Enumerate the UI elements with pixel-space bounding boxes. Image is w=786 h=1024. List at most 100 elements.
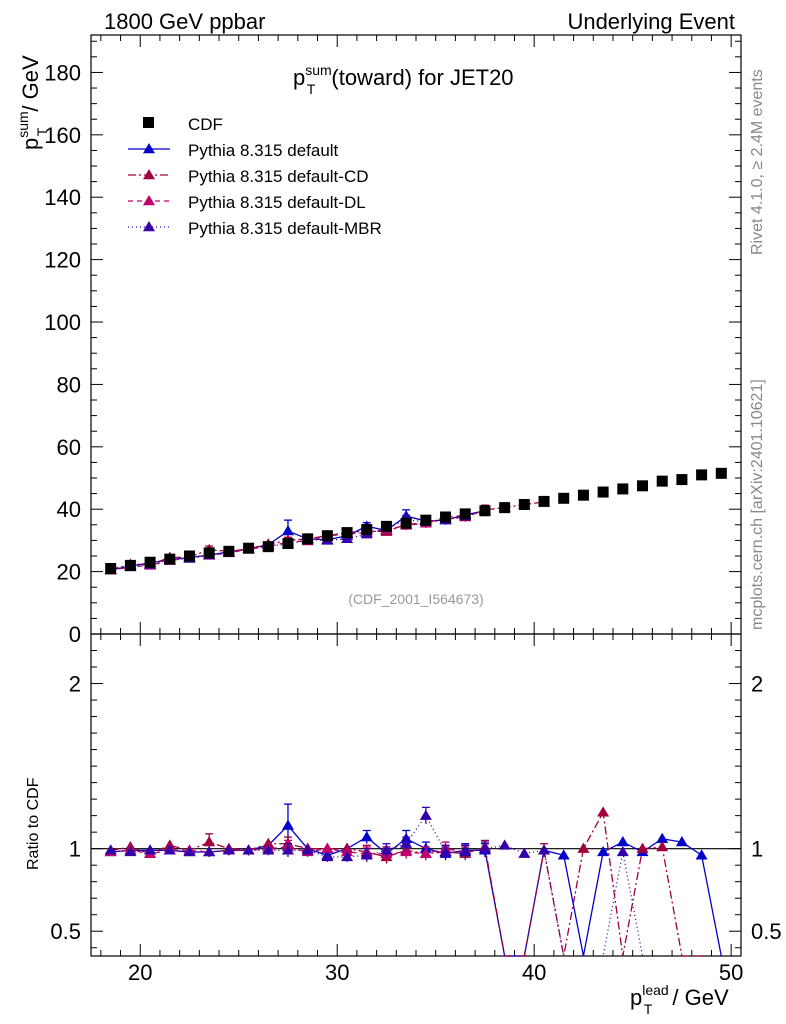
ratio-panel-frame <box>90 633 742 957</box>
legend-marker <box>143 169 155 180</box>
data-point <box>223 545 235 557</box>
data-point <box>282 538 294 550</box>
ratio-tick-label-right: 0.5 <box>751 919 782 944</box>
ratio-point <box>616 836 629 847</box>
ratio-point <box>400 837 413 848</box>
ratio-point <box>636 842 649 853</box>
data-point <box>558 492 570 504</box>
analysis-watermark: (CDF_2001_I564673) <box>348 591 483 607</box>
y-tick-label: 140 <box>44 185 81 210</box>
ratio-point <box>577 842 590 853</box>
ratio-tick-label: 0.5 <box>50 919 81 944</box>
header-left: 1800 GeV ppbar <box>104 9 265 34</box>
ratio-point <box>400 845 413 857</box>
ratio-point <box>538 844 551 855</box>
ratio-point <box>281 819 294 830</box>
series-line <box>110 501 545 571</box>
legend-label: Pythia 8.315 default-CD <box>188 167 369 186</box>
ratio-point <box>203 845 216 857</box>
x-tick-label: 20 <box>128 960 152 985</box>
data-point <box>577 489 589 501</box>
y-tick-label: 20 <box>57 560 81 585</box>
data-point <box>538 495 550 507</box>
header-right: Underlying Event <box>567 9 735 34</box>
ratio-point <box>498 839 511 850</box>
ratio-tick-label-right: 1 <box>751 837 763 862</box>
rivet-label: Rivet 4.1.0, ≥ 2.4M events <box>749 69 766 255</box>
data-point <box>302 533 314 545</box>
y-tick-label: 40 <box>57 497 81 522</box>
data-point <box>637 480 649 492</box>
data-point <box>420 514 432 526</box>
ratio-point <box>144 844 157 855</box>
ratio-point <box>242 844 255 855</box>
data-point <box>105 562 117 574</box>
data-point <box>715 467 727 479</box>
chart-title: psum T (toward) for JET20 <box>293 62 514 97</box>
legend-label: Pythia 8.315 default-DL <box>188 193 366 212</box>
data-point <box>203 547 215 559</box>
ratio-point <box>695 849 708 860</box>
mcplots-label: mcplots.cern.ch [arXiv:2401.10621] <box>749 379 766 630</box>
data-point <box>380 520 392 532</box>
ratio-point <box>656 841 669 852</box>
legend-label: CDF <box>188 115 223 134</box>
ratio-point <box>419 847 432 858</box>
ratio-point <box>281 844 294 855</box>
data-point <box>440 511 452 523</box>
ratio-point <box>341 850 354 862</box>
legend-marker <box>143 143 155 154</box>
legend-marker <box>143 221 155 232</box>
ratio-point <box>124 845 137 857</box>
ratio-point <box>321 850 334 862</box>
y-axis-label: psum T / GeV <box>15 55 50 150</box>
data-point <box>499 502 511 514</box>
ratio-point <box>478 842 491 853</box>
ratio-point <box>419 809 432 820</box>
ratio-point <box>262 844 275 855</box>
ratio-point <box>380 844 393 855</box>
legend-label: Pythia 8.315 default <box>188 141 339 160</box>
ratio-tick-label: 1 <box>69 837 81 862</box>
ratio-point <box>183 845 196 857</box>
ratio-point <box>203 836 216 847</box>
data-point <box>262 541 274 553</box>
ratio-point <box>675 836 688 847</box>
data-point <box>479 505 491 517</box>
data-point <box>144 556 156 568</box>
ratio-tick-label-right: 2 <box>751 672 763 697</box>
legend-marker <box>143 117 154 128</box>
ratio-series-line <box>110 814 644 957</box>
x-tick-label: 40 <box>522 960 546 985</box>
y-tick-label: 120 <box>44 248 81 273</box>
ratio-point <box>439 845 452 857</box>
y-tick-label: 100 <box>44 310 81 335</box>
ratio-tick-label: 2 <box>69 672 81 697</box>
data-point <box>321 530 333 542</box>
y-tick-label: 60 <box>57 435 81 460</box>
ratio-point <box>459 845 472 857</box>
data-point <box>400 517 412 529</box>
ratio-point <box>301 844 314 855</box>
ratio-point <box>360 831 373 842</box>
x-axis-label: plead T / GeV <box>630 982 729 1017</box>
data-point <box>124 559 136 571</box>
data-point <box>341 527 353 539</box>
y-tick-label: 80 <box>57 372 81 397</box>
data-point <box>459 508 471 520</box>
ratio-point <box>163 844 176 855</box>
data-point <box>518 499 530 511</box>
data-point <box>617 483 629 495</box>
ratio-point <box>518 847 531 858</box>
data-point <box>597 486 609 498</box>
data-point <box>696 469 708 481</box>
data-point <box>243 542 255 554</box>
legend-label: Pythia 8.315 default-MBR <box>188 219 382 238</box>
data-point <box>183 550 195 562</box>
y-tick-label: 0 <box>69 622 81 647</box>
data-point <box>656 475 668 487</box>
y-tick-label: 180 <box>44 60 81 85</box>
y-tick-label: 160 <box>44 123 81 148</box>
ratio-y-axis-label: Ratio to CDF <box>25 777 42 870</box>
